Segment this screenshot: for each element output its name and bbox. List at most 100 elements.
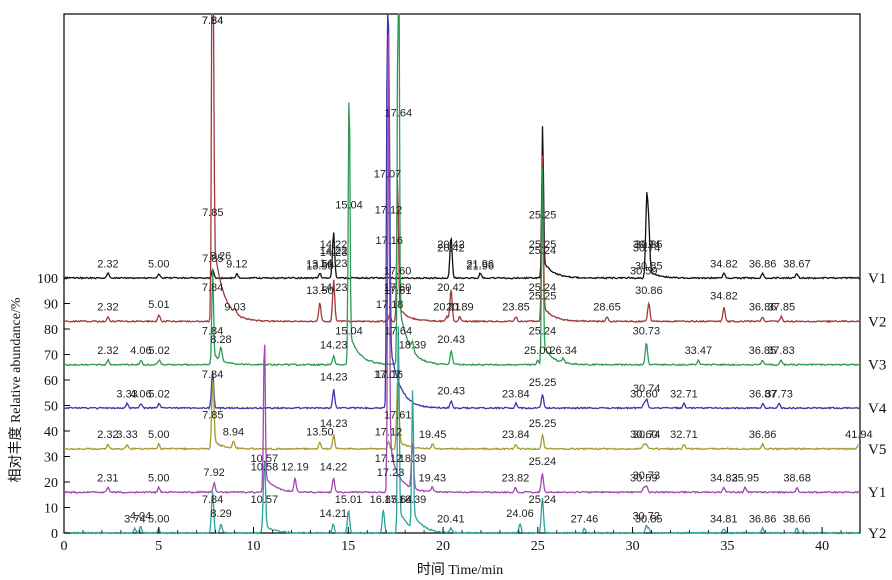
peak-label: 26.34	[549, 345, 577, 357]
trace-v5	[63, 380, 861, 451]
peak-label: 2.32	[97, 302, 118, 314]
x-tick-label: 40	[815, 539, 829, 554]
annotation-label: 30.85	[635, 260, 663, 272]
peak-label: 34.82	[710, 258, 738, 270]
peak-label: 17.60	[384, 282, 412, 294]
peak-label: 23.82	[502, 473, 530, 485]
peak-label: 37.73	[765, 388, 793, 400]
peak-label: 13.50	[306, 258, 334, 270]
peak-label: 17.64	[385, 494, 413, 506]
annotation-label: 30.59	[630, 266, 658, 278]
peak-label: 7.84	[202, 369, 223, 381]
y-tick-label: 30	[44, 451, 58, 466]
annotation-label: 17.64	[385, 107, 413, 119]
trace-y1	[63, 34, 860, 494]
peak-label: 20.21	[433, 302, 461, 314]
peak-label: 10.57	[251, 453, 279, 465]
series-name-y2: Y2	[868, 526, 886, 542]
annotation-label: 30.74	[633, 243, 661, 255]
plot-border	[63, 13, 861, 534]
peak-label: 35.95	[732, 473, 760, 485]
x-axis-label: 时间 Time/min	[417, 562, 503, 578]
peak-label: 25.24	[529, 325, 557, 337]
annotation-label: 17.60	[384, 266, 412, 278]
x-tick-label: 5	[155, 539, 162, 554]
peak-label: 14.23	[320, 418, 348, 430]
peak-label: 17.07	[374, 369, 402, 381]
annotation-label: 25.25	[529, 209, 557, 221]
series-names: V1 V2 V3 V4 V5 Y1 Y2	[868, 271, 887, 542]
peak-label: 25.25	[529, 291, 557, 303]
y-axis-label: 相对丰度 Relative abundance/%	[8, 297, 24, 482]
peak-label: 5.02	[148, 345, 169, 357]
peak-label: 15.04	[335, 325, 363, 337]
peak-label: 20.41	[437, 513, 465, 525]
peak-label: 3.74	[124, 513, 145, 525]
peak-label: 30.85	[635, 513, 663, 525]
peak-label: 3.33	[116, 388, 137, 400]
annotation-label: 17.07	[374, 169, 402, 181]
peak-label: 24.06	[506, 508, 534, 520]
trace-v4	[64, 13, 860, 410]
series-name-v1: V1	[868, 271, 886, 287]
annotation-label: 17.12	[375, 204, 403, 216]
peak-label: 17.61	[384, 410, 412, 422]
annotation-label: 15.04	[335, 199, 363, 211]
x-tick-label: 25	[531, 539, 545, 554]
peak-label: 37.83	[767, 345, 795, 357]
peak-label: 30.74	[633, 429, 661, 441]
peak-label: 8.94	[223, 426, 244, 438]
x-tick-label: 10	[247, 539, 261, 554]
peak-label: 17.16	[375, 369, 403, 381]
peak-label: 34.82	[710, 291, 738, 303]
peak-label: 8.29	[210, 508, 231, 520]
peak-label: 7.84	[202, 325, 223, 337]
peak-label: 38.66	[783, 513, 811, 525]
peak-label: 2.32	[97, 345, 118, 357]
peak-label: 2.32	[97, 258, 118, 270]
peak-label: 13.50	[306, 426, 334, 438]
peak-label: 30.74	[633, 383, 661, 395]
peak-label: 4.06	[130, 388, 151, 400]
annotation-label: 13.50	[306, 260, 334, 272]
peak-label: 18.39	[399, 339, 427, 351]
annotation-label: 25.24	[529, 245, 557, 257]
peak-label: 30.72	[632, 511, 660, 523]
peak-label: 5.00	[148, 258, 169, 270]
peak-label: 25.24	[529, 282, 557, 294]
peak-label: 5.00	[148, 473, 169, 485]
y-tick-label: 40	[44, 425, 58, 440]
x-tick-label: 0	[61, 539, 68, 554]
peak-label: 34.81	[710, 513, 738, 525]
peak-label: 7.92	[203, 467, 224, 479]
annotation-label: 21.96	[466, 260, 494, 272]
peak-label: 38.68	[783, 473, 811, 485]
peak-label: 17.64	[385, 325, 413, 337]
peak-label: 25.25	[529, 239, 557, 251]
peak-label: 32.71	[670, 429, 698, 441]
trace-y2	[63, 326, 861, 535]
peak-label: 30.86	[635, 285, 663, 297]
peak-label: 36.86	[749, 429, 777, 441]
y-tick-label: 60	[44, 374, 58, 389]
peak-label: 30.59	[630, 473, 658, 485]
peak-label: 28.65	[593, 302, 621, 314]
peak-label: 14.21	[320, 508, 348, 520]
peak-label: 4.04	[130, 511, 151, 523]
y-tick-label: 100	[37, 272, 58, 287]
peak-label: 30.60	[630, 388, 658, 400]
trace-v3	[63, 13, 861, 367]
traces	[63, 13, 861, 535]
plot-frame	[63, 13, 861, 534]
trace-v2	[63, 13, 861, 324]
peak-label: 9.12	[226, 258, 247, 270]
peak-label: 30.73	[633, 470, 661, 482]
y-tick-label: 90	[44, 298, 58, 313]
peak-label: 8.28	[210, 334, 231, 346]
peak-label: 5.01	[148, 299, 169, 311]
peak-label: 18.39	[399, 453, 427, 465]
peak-label: 20.42	[437, 239, 465, 251]
peak-label: 27.46	[571, 513, 599, 525]
x-tick-label: 35	[720, 539, 734, 554]
peak-label: 33.47	[685, 345, 713, 357]
